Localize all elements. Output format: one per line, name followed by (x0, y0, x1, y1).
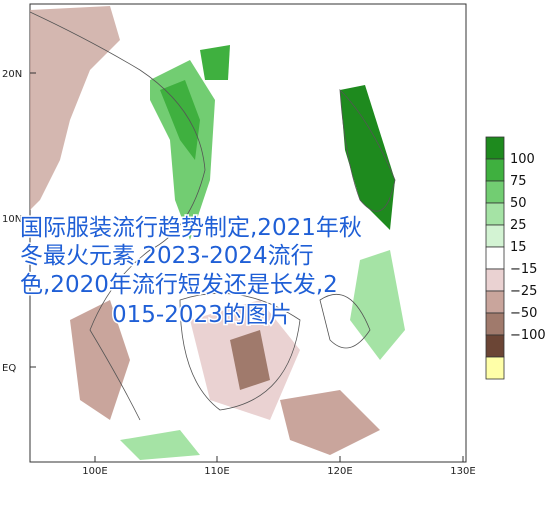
land-patch (30, 6, 120, 210)
legend-swatch (485, 268, 505, 292)
legend-label: 15 (510, 240, 527, 255)
legend-label: −50 (510, 306, 537, 321)
legend-swatch (485, 312, 505, 336)
legend-label: 50 (510, 196, 527, 211)
lat-label: EQ (2, 363, 16, 374)
coastline (179, 292, 301, 411)
lat-label: 10N (2, 214, 22, 225)
land-patch (200, 45, 230, 80)
legend-swatch (485, 246, 505, 270)
legend-label: 25 (510, 218, 527, 233)
overlay-text: 015-2023的图片 (112, 302, 292, 328)
overlay-text: 冬最火元素,2023-2024流行 (20, 243, 314, 269)
overlay-text: 色,2020年流行短发还是长发,2 (20, 272, 338, 298)
lon-label: 120E (327, 466, 352, 477)
legend-label: −100 (510, 328, 546, 343)
legend-swatch (485, 158, 505, 182)
legend-swatch (485, 334, 505, 358)
legend-swatch (485, 136, 505, 160)
lat-label: 20N (2, 69, 22, 80)
land-patch (70, 300, 130, 420)
legend-label: 75 (510, 174, 527, 189)
map-layer (29, 6, 405, 460)
lon-label: 100E (82, 466, 107, 477)
land-patch (230, 330, 270, 390)
legend-swatch (485, 224, 505, 248)
legend-swatch (485, 180, 505, 204)
land-patch (350, 250, 405, 360)
overlay-text: 国际服装流行趋势制定,2021年秋 (20, 215, 362, 241)
lon-label: 130E (450, 466, 475, 477)
land-patch (120, 430, 200, 460)
coastline (29, 11, 206, 421)
land-patch (160, 80, 200, 160)
legend-label: −25 (510, 284, 537, 299)
legend-label: −15 (510, 262, 537, 277)
land-patch (340, 85, 395, 230)
coastline (339, 88, 396, 212)
coastline (319, 294, 371, 349)
legend-swatch (485, 290, 505, 314)
legend-swatch (485, 356, 505, 380)
legend-label: 100 (510, 152, 535, 167)
land-patch (280, 390, 380, 455)
lon-label: 110E (204, 466, 229, 477)
legend-swatch (485, 202, 505, 226)
